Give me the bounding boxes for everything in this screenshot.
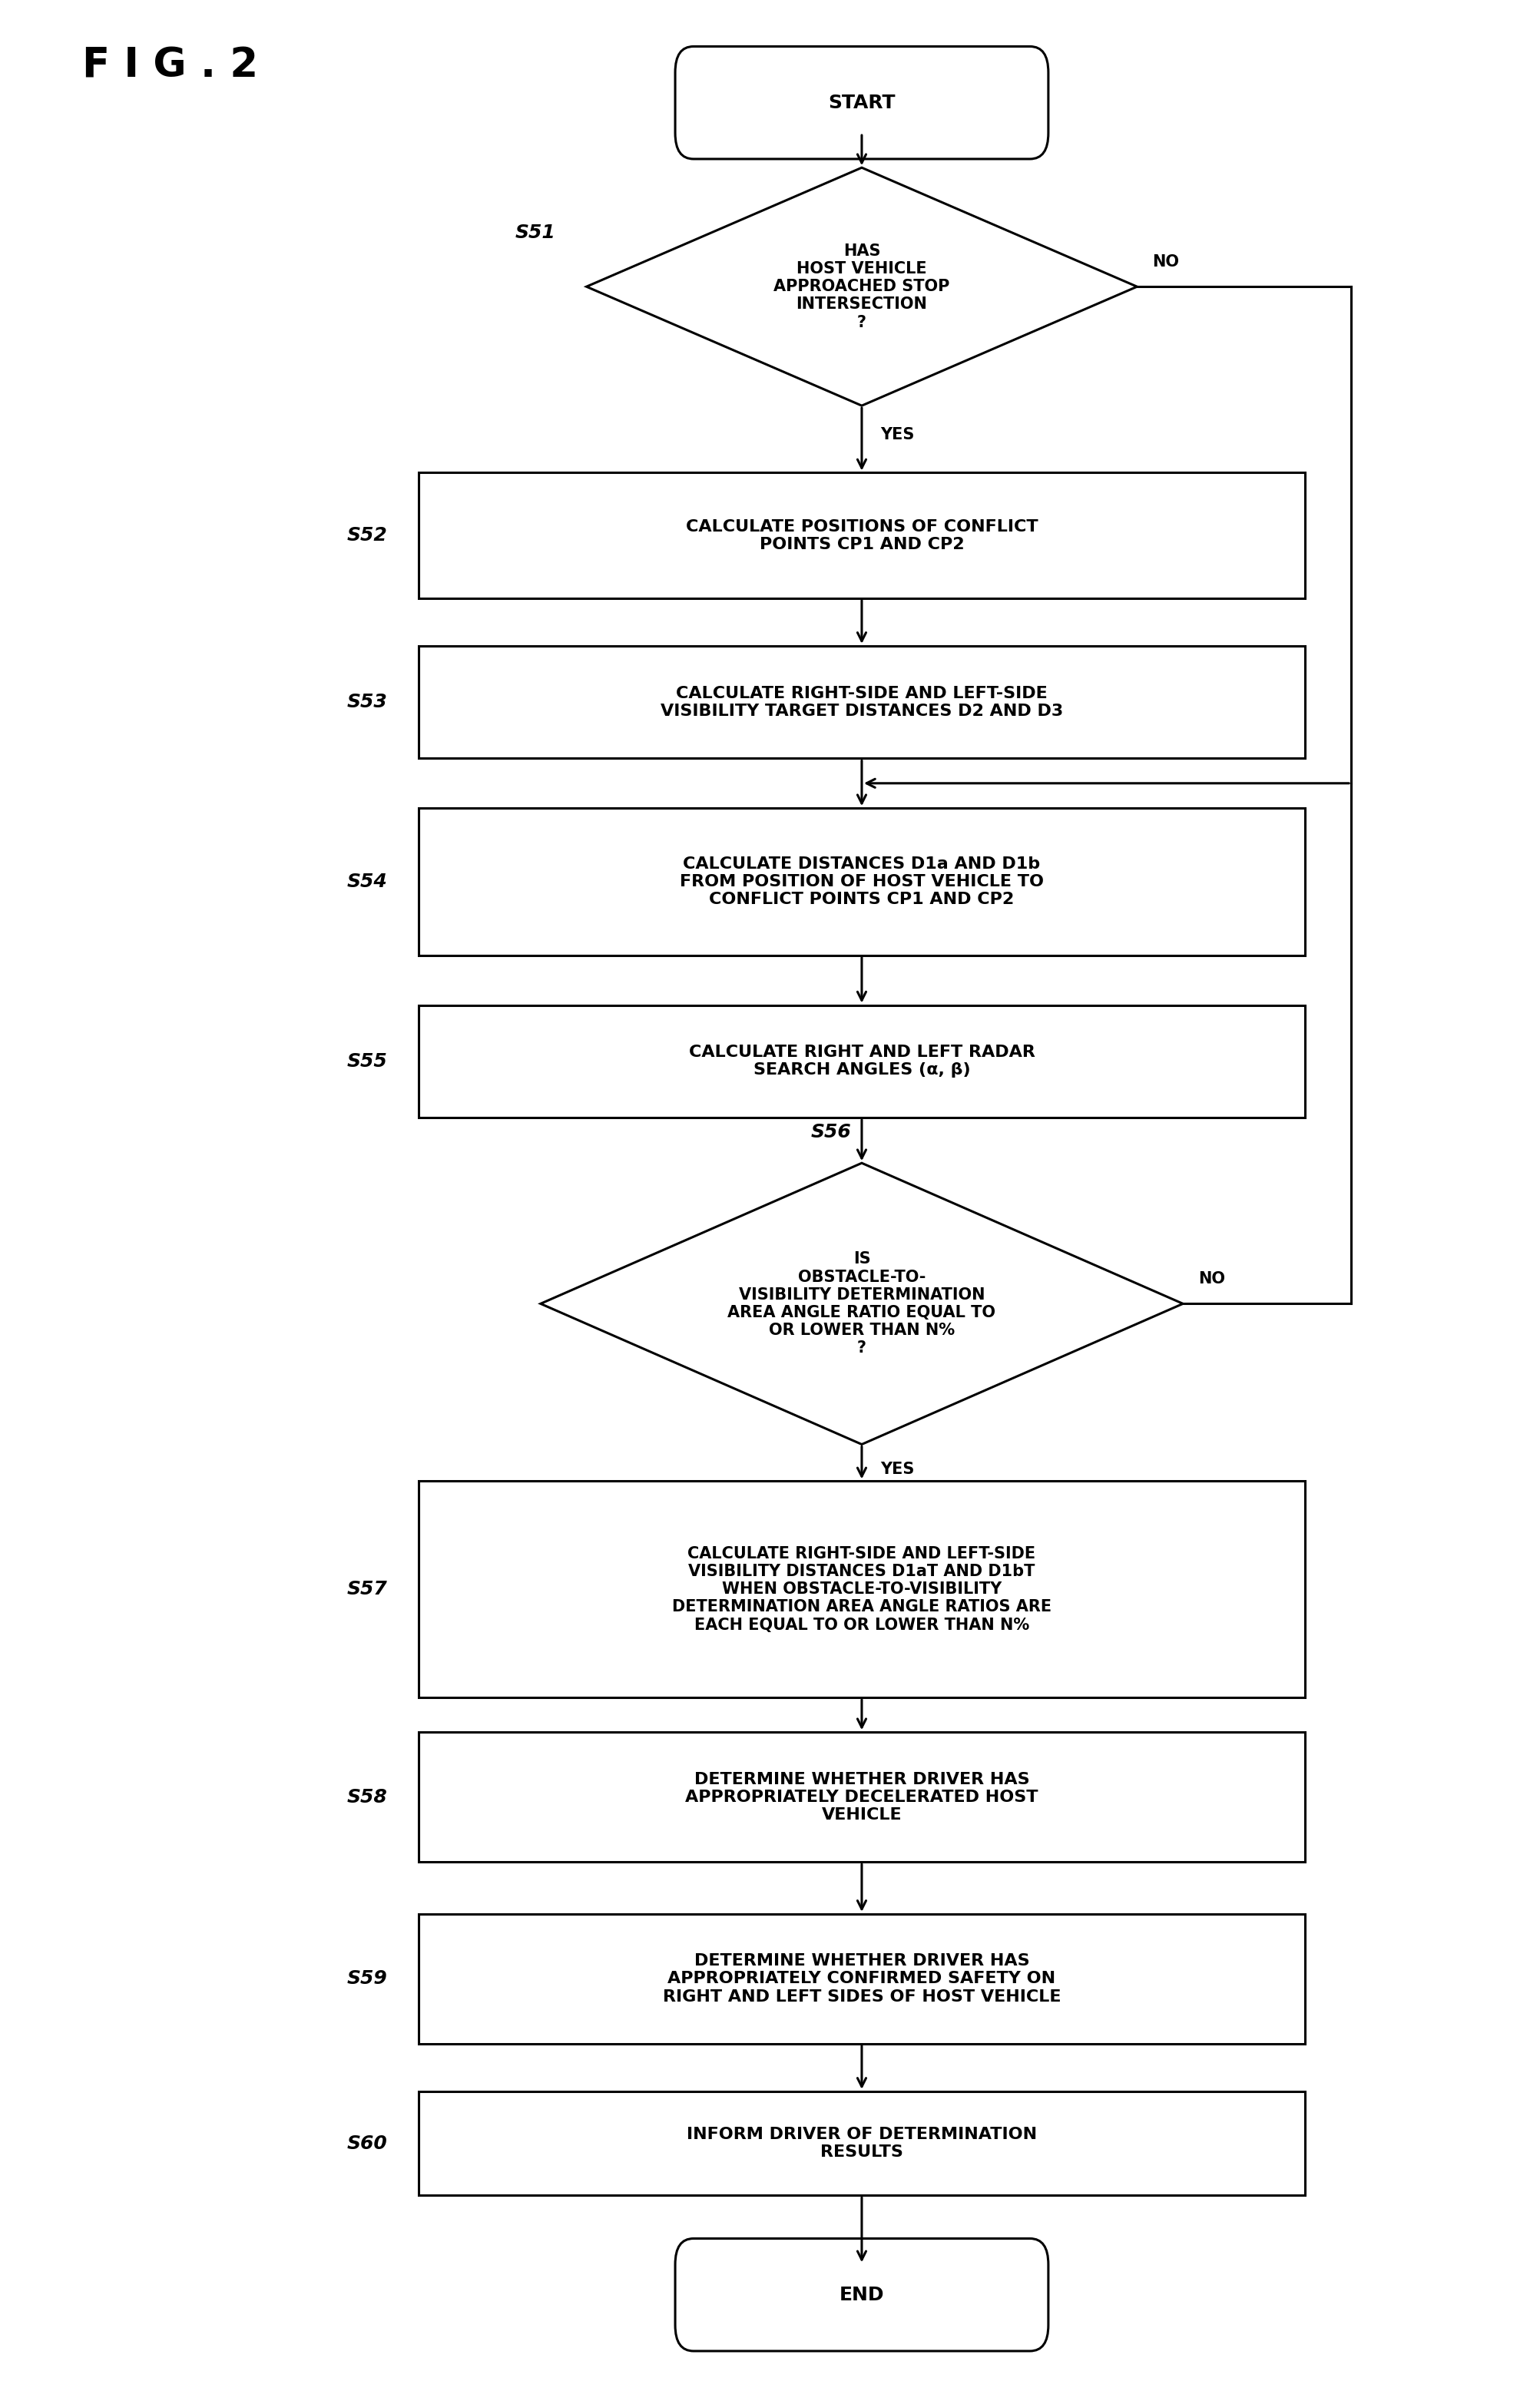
Text: S55: S55 [346, 1052, 388, 1071]
Text: INFORM DRIVER OF DETERMINATION
RESULTS: INFORM DRIVER OF DETERMINATION RESULTS [687, 2126, 1036, 2159]
Text: S57: S57 [346, 1580, 388, 1600]
Text: S56: S56 [812, 1124, 852, 1141]
Bar [419, 1913, 1306, 2044]
Text: CALCULATE POSITIONS OF CONFLICT
POINTS CP1 AND CP2: CALCULATE POSITIONS OF CONFLICT POINTS C… [685, 519, 1038, 552]
Text: F I G . 2: F I G . 2 [82, 45, 257, 86]
Text: S51: S51 [516, 222, 556, 241]
Bar [419, 2092, 1306, 2195]
Polygon shape [541, 1162, 1183, 1444]
Text: S60: S60 [346, 2135, 388, 2152]
Text: S54: S54 [346, 873, 388, 892]
Text: END: END [839, 2286, 884, 2305]
Text: YES: YES [881, 1461, 915, 1478]
Text: NO: NO [1152, 253, 1180, 270]
Bar [419, 1731, 1306, 1863]
Text: CALCULATE DISTANCES D1a AND D1b
FROM POSITION OF HOST VEHICLE TO
CONFLICT POINTS: CALCULATE DISTANCES D1a AND D1b FROM POS… [679, 856, 1044, 906]
Text: CALCULATE RIGHT-SIDE AND LEFT-SIDE
VISIBILITY DISTANCES D1aT AND D1bT
WHEN OBSTA: CALCULATE RIGHT-SIDE AND LEFT-SIDE VISIB… [671, 1547, 1052, 1633]
Text: HAS
HOST VEHICLE
APPROACHED STOP
INTERSECTION
?: HAS HOST VEHICLE APPROACHED STOP INTERSE… [773, 244, 950, 330]
FancyBboxPatch shape [675, 45, 1049, 158]
Text: YES: YES [881, 428, 915, 442]
Bar [419, 1004, 1306, 1117]
Bar [419, 1480, 1306, 1698]
Bar [419, 646, 1306, 758]
FancyBboxPatch shape [675, 2238, 1049, 2350]
Bar [419, 473, 1306, 598]
Text: START: START [829, 93, 895, 112]
Text: S59: S59 [346, 1970, 388, 1987]
Polygon shape [587, 167, 1137, 406]
Text: S52: S52 [346, 526, 388, 545]
Text: S58: S58 [346, 1788, 388, 1805]
Text: IS
OBSTACLE-TO-
VISIBILITY DETERMINATION
AREA ANGLE RATIO EQUAL TO
OR LOWER THAN: IS OBSTACLE-TO- VISIBILITY DETERMINATION… [728, 1250, 996, 1356]
Bar [419, 808, 1306, 956]
Text: S53: S53 [346, 693, 388, 713]
Text: NO: NO [1198, 1272, 1226, 1286]
Text: CALCULATE RIGHT-SIDE AND LEFT-SIDE
VISIBILITY TARGET DISTANCES D2 AND D3: CALCULATE RIGHT-SIDE AND LEFT-SIDE VISIB… [661, 686, 1063, 720]
Text: DETERMINE WHETHER DRIVER HAS
APPROPRIATELY CONFIRMED SAFETY ON
RIGHT AND LEFT SI: DETERMINE WHETHER DRIVER HAS APPROPRIATE… [662, 1953, 1061, 2004]
Text: CALCULATE RIGHT AND LEFT RADAR
SEARCH ANGLES (α, β): CALCULATE RIGHT AND LEFT RADAR SEARCH AN… [688, 1045, 1035, 1078]
Text: DETERMINE WHETHER DRIVER HAS
APPROPRIATELY DECELERATED HOST
VEHICLE: DETERMINE WHETHER DRIVER HAS APPROPRIATE… [685, 1772, 1038, 1822]
